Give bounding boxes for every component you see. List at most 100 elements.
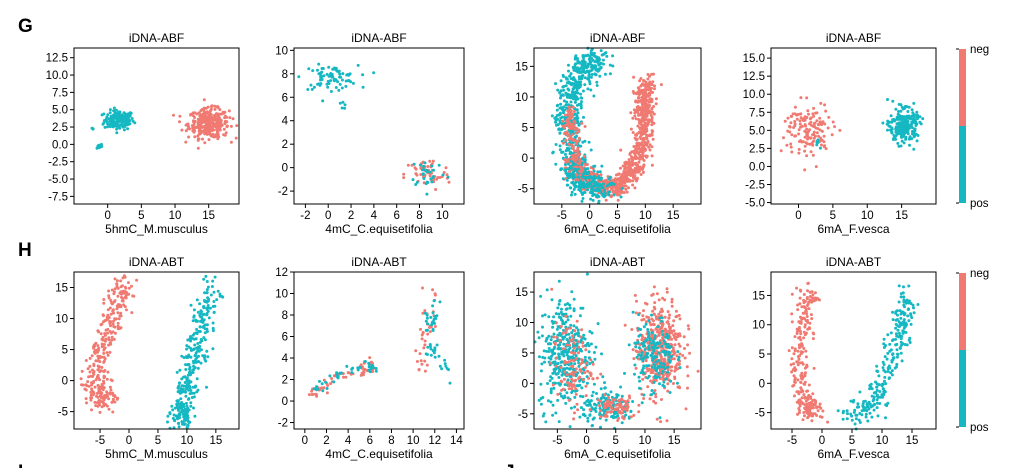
point-pos [607, 177, 611, 181]
point-neg [646, 77, 650, 81]
point-pos [896, 125, 900, 129]
point-neg [814, 111, 817, 115]
point-neg [642, 84, 646, 87]
point-neg [108, 306, 112, 310]
point-pos [902, 141, 906, 145]
point-pos [547, 315, 551, 319]
point-neg [123, 285, 127, 289]
y-tick-label: -2.5 [745, 180, 765, 192]
point-pos [551, 325, 555, 329]
point-neg [589, 166, 593, 170]
point-neg [414, 167, 418, 171]
point-neg [220, 124, 223, 128]
point-neg [620, 182, 624, 186]
point-neg [567, 387, 571, 391]
point-neg [838, 128, 842, 132]
point-neg [648, 134, 652, 138]
point-neg [216, 129, 220, 133]
point-pos [344, 84, 348, 88]
point-pos [297, 75, 301, 79]
point-pos [418, 163, 422, 167]
point-neg [191, 126, 195, 130]
point-pos [601, 194, 605, 198]
point-neg [639, 137, 643, 141]
point-neg [686, 324, 690, 328]
point-pos [547, 347, 551, 350]
point-neg [96, 329, 100, 333]
point-neg [648, 143, 652, 147]
point-pos [433, 321, 436, 325]
scatter-plots: 0 5 10 15-7.5-5.0-2.50.02.55.07.510.012.5iD… [46, 31, 937, 461]
point-neg [646, 140, 650, 144]
point-pos [437, 354, 441, 358]
point-neg [642, 79, 645, 82]
point-neg [651, 80, 655, 84]
point-neg [651, 292, 655, 296]
point-pos [573, 66, 577, 70]
point-neg [799, 116, 803, 120]
point-neg [663, 357, 667, 361]
point-neg [640, 88, 644, 92]
point-pos [576, 97, 580, 101]
point-neg [667, 316, 671, 320]
point-neg [234, 136, 238, 140]
point-pos [595, 80, 599, 84]
point-pos [651, 339, 655, 343]
point-pos [573, 362, 577, 366]
point-neg [660, 398, 663, 401]
point-neg [566, 381, 569, 384]
point-neg [202, 130, 206, 134]
point-neg [789, 142, 793, 146]
point-neg [641, 108, 645, 112]
point-neg [806, 109, 810, 113]
point-neg [633, 186, 637, 190]
point-pos [568, 425, 572, 429]
point-neg [92, 350, 96, 354]
point-neg [629, 111, 633, 115]
x-tick-label: 5 [155, 435, 161, 447]
point-neg [644, 105, 648, 109]
point-pos [545, 337, 549, 341]
point-pos [906, 110, 910, 113]
point-neg [98, 391, 102, 394]
point-neg [425, 363, 429, 367]
point-neg [217, 135, 221, 139]
point-pos [317, 72, 321, 76]
point-pos [317, 62, 321, 66]
point-pos [541, 325, 544, 329]
point-neg [637, 118, 641, 122]
point-pos [564, 401, 568, 405]
point-neg [673, 351, 677, 355]
point-pos [321, 99, 325, 103]
point-pos [650, 331, 654, 335]
point-pos [311, 69, 315, 73]
point-pos [658, 382, 661, 386]
plot-title: iDNA-ABF [590, 31, 645, 45]
point-pos [554, 82, 557, 86]
point-neg [644, 88, 648, 92]
point-neg [812, 136, 816, 140]
point-pos [561, 85, 565, 89]
point-neg [797, 132, 801, 136]
point-pos [652, 349, 656, 353]
point-neg [657, 298, 661, 302]
point-pos [598, 170, 602, 174]
point-neg [663, 315, 667, 319]
point-pos [125, 121, 129, 125]
point-pos [566, 350, 570, 354]
point-neg [98, 394, 102, 398]
point-neg [650, 116, 654, 120]
point-neg [793, 105, 797, 109]
point-pos [441, 173, 445, 177]
point-neg [642, 159, 646, 162]
point-pos [633, 363, 637, 367]
point-neg [307, 393, 311, 397]
point-neg [677, 313, 681, 317]
point-pos [655, 366, 659, 370]
point-pos [910, 137, 914, 141]
point-neg [224, 131, 228, 135]
point-neg [652, 72, 655, 76]
point-pos [181, 390, 185, 394]
point-neg [558, 339, 562, 342]
point-neg [583, 371, 587, 375]
